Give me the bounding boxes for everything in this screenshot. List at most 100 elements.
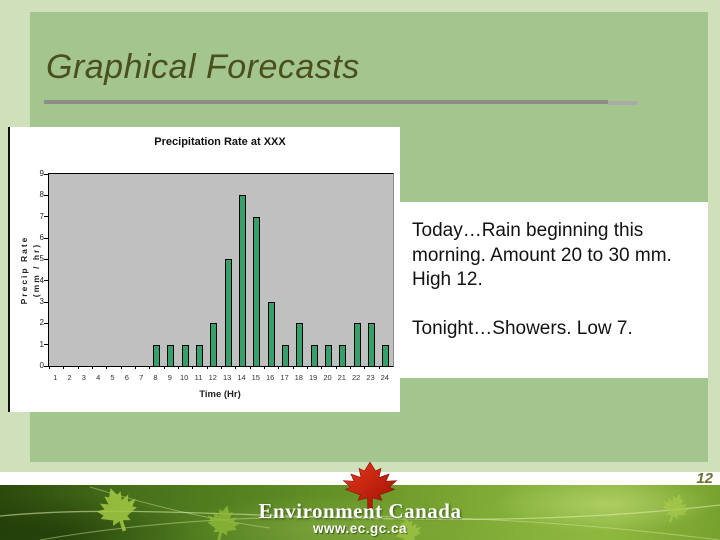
bar (339, 344, 347, 366)
bar (310, 344, 318, 366)
x-tick-label: 14 (237, 373, 246, 382)
y-tick-label: 3 (39, 297, 44, 306)
x-tick-label: 21 (337, 373, 346, 382)
y-tick-mark (44, 216, 48, 218)
x-tick-label: 20 (323, 373, 332, 382)
chart-title: Precipitation Rate at XXX (154, 136, 286, 148)
bar (253, 216, 261, 366)
y-tick-mark (44, 258, 48, 260)
x-tick-label: 11 (194, 373, 203, 382)
x-tick-mark (106, 366, 108, 369)
y-axis-title-line2: (mm / hr) (30, 242, 41, 298)
x-tick-mark (364, 366, 366, 369)
y-tick-mark (44, 280, 48, 282)
x-tick-label: 15 (251, 373, 260, 382)
chart-x-axis-title: Time (Hr) (199, 389, 241, 400)
x-tick-mark (278, 366, 280, 369)
x-tick-mark (292, 366, 294, 369)
x-tick-label: 8 (153, 373, 158, 382)
x-tick-label: 24 (380, 373, 389, 382)
bar (382, 344, 390, 366)
x-tick-label: 2 (67, 373, 72, 382)
x-tick-label: 6 (124, 373, 129, 382)
page-number: 12 (696, 470, 713, 487)
bar (353, 323, 361, 366)
title-underline (44, 100, 608, 104)
x-tick-mark (49, 366, 50, 369)
x-tick-label: 16 (265, 373, 275, 382)
footer-decoration (0, 485, 720, 540)
x-tick-mark (77, 366, 79, 369)
y-tick-label: 9 (39, 169, 44, 178)
x-tick-label: 19 (308, 373, 318, 382)
x-tick-mark (264, 366, 265, 369)
x-tick-mark (321, 366, 323, 369)
x-tick-label: 4 (96, 373, 101, 382)
bar (196, 344, 203, 366)
x-tick-label: 9 (167, 373, 172, 382)
forecast-paragraph-today: Today…Rain beginning this morning. Amoun… (412, 220, 672, 291)
y-tick-mark (44, 301, 48, 303)
x-tick-mark (249, 366, 251, 369)
x-tick-mark (378, 366, 380, 369)
bar (167, 344, 175, 366)
x-tick-label: 22 (351, 373, 361, 382)
x-tick-mark (178, 366, 179, 369)
y-tick-label: 8 (39, 190, 44, 200)
precipitation-chart: Precipitation Rate at XXX Precip Rate (m… (8, 127, 400, 412)
x-tick-label: 18 (294, 373, 303, 382)
x-tick-label: 17 (280, 373, 289, 382)
y-tick-mark (44, 194, 48, 196)
y-tick-label: 7 (39, 211, 44, 221)
y-tick-mark (44, 322, 48, 324)
x-tick-mark (149, 366, 151, 369)
y-axis-title-line1: Precip Rate (19, 235, 29, 305)
bar (153, 344, 160, 366)
x-tick-label: 1 (53, 373, 58, 382)
x-tick-mark (135, 366, 136, 369)
forecast-text-box: Today…Rain beginning this morning. Amoun… (398, 202, 708, 378)
x-tick-mark (350, 366, 351, 369)
bar (368, 323, 375, 366)
bar (239, 195, 246, 366)
bar (210, 323, 218, 366)
y-tick-mark (44, 173, 48, 175)
x-tick-mark (120, 366, 122, 369)
page-title: Graphical Forecasts (46, 48, 360, 86)
bar (296, 323, 304, 366)
bar (224, 259, 232, 366)
y-tick-label: 5 (39, 254, 44, 264)
y-tick-label: 1 (39, 339, 44, 349)
bar (282, 344, 289, 366)
x-tick-mark (335, 366, 337, 369)
y-tick-mark (44, 344, 48, 346)
y-tick-mark (44, 237, 48, 239)
y-tick-label: 2 (39, 318, 44, 328)
y-tick-label: 0 (39, 361, 44, 370)
footer-org-name: Environment Canada (258, 499, 462, 523)
x-tick-label: 12 (208, 373, 217, 382)
x-tick-label: 10 (179, 373, 189, 382)
x-tick-mark (163, 366, 165, 369)
title-underline-tip (608, 101, 638, 105)
x-tick-mark (221, 366, 222, 369)
x-tick-mark (206, 366, 208, 369)
x-tick-label: 3 (81, 373, 86, 382)
x-tick-mark (92, 366, 93, 369)
x-tick-mark (235, 366, 237, 369)
x-tick-label: 13 (222, 373, 232, 382)
chart-plot-area: 0 1 2 3 4 5 6 7 8 9 (40, 169, 394, 370)
x-tick-label: 23 (366, 373, 375, 382)
y-tick-label: 4 (39, 275, 44, 285)
bar (325, 344, 332, 366)
x-tick-label: 5 (110, 373, 115, 382)
x-tick-label: 7 (139, 373, 144, 382)
x-tick-mark (63, 366, 65, 369)
x-tick-mark (192, 366, 194, 369)
forecast-paragraph-tonight: Tonight…Showers. Low 7. (412, 318, 633, 340)
bar (181, 344, 189, 366)
vine-line (0, 504, 720, 521)
footer-website: www.ec.gc.ca (312, 521, 408, 536)
chart-x-tick-labels: 1 2 3 4 5 6 7 8 9 10 11 12 13 14 15 16 17 18 19 20 21 22 23 24 (48, 371, 392, 383)
